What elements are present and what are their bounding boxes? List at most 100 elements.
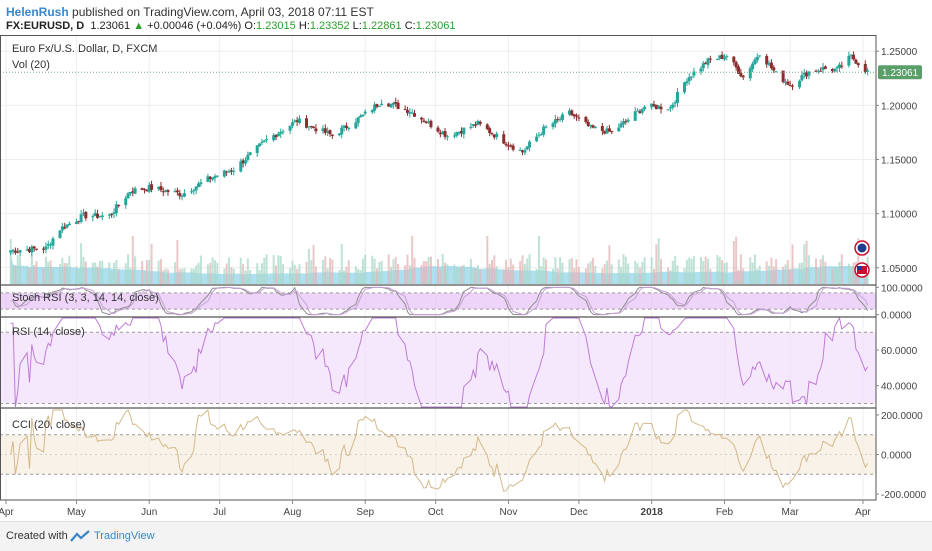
candle-body xyxy=(274,134,278,138)
symbol-label: FX:EURUSD, D xyxy=(6,20,85,32)
volume-bar xyxy=(420,264,423,284)
volume-bar xyxy=(408,265,411,284)
candle-body xyxy=(276,133,280,137)
candle-body xyxy=(840,65,844,67)
volume-bar xyxy=(589,261,592,284)
candle-body xyxy=(65,224,69,228)
volume-bar xyxy=(486,236,489,284)
candle-body xyxy=(521,150,525,153)
last-price: 1.23061 xyxy=(90,20,131,32)
x-tick-label: Feb xyxy=(716,507,734,518)
volume-bar xyxy=(584,268,587,284)
volume-bar xyxy=(429,256,432,284)
volume-bar xyxy=(493,255,496,284)
candle-body xyxy=(800,75,804,81)
up-arrow-icon: ▲ xyxy=(133,20,145,32)
candle-body xyxy=(652,104,656,106)
volume-bar xyxy=(108,262,111,284)
candle-body xyxy=(758,55,762,57)
rsi-panel xyxy=(0,316,876,408)
candle-body xyxy=(323,128,327,133)
volume-bar xyxy=(683,268,686,284)
y-tick-label: 60.0000 xyxy=(881,346,918,357)
time-scale[interactable]: Apr May Jun Jul Aug Sep Oct Nov Dec 2018 Feb Mar Apr xyxy=(0,500,871,518)
volume-bar xyxy=(213,260,216,284)
volume-bar xyxy=(815,258,817,284)
volume-bar xyxy=(507,267,510,284)
volume-bar xyxy=(685,259,688,284)
candle-body xyxy=(396,102,400,110)
candle-body xyxy=(128,191,132,194)
volume-bar xyxy=(343,270,346,284)
candle-body xyxy=(443,131,447,137)
candle-body xyxy=(262,140,266,142)
candle-body xyxy=(93,212,97,216)
volume-bar xyxy=(718,256,721,284)
candle-body xyxy=(49,244,53,246)
candle-body xyxy=(474,124,478,126)
candle-body xyxy=(408,112,412,114)
candle-body xyxy=(112,212,116,214)
volume-bar xyxy=(35,261,38,284)
volume-bar xyxy=(277,255,280,284)
volume-bar xyxy=(127,254,130,284)
volume-bar xyxy=(688,257,691,284)
volume-bar xyxy=(91,262,94,284)
volume-bar xyxy=(12,265,15,284)
volume-bar xyxy=(228,257,231,284)
volume-bar xyxy=(260,263,263,284)
candle-body xyxy=(438,132,442,135)
indicator-line xyxy=(10,316,869,408)
candle-body xyxy=(459,131,463,134)
volume-bar xyxy=(800,262,803,284)
candle-body xyxy=(518,149,522,151)
candle-body xyxy=(852,54,856,60)
candle-body xyxy=(783,81,787,83)
volume-bar xyxy=(16,255,19,284)
volume-bar xyxy=(742,268,745,284)
candle-body xyxy=(140,188,144,190)
candle-body xyxy=(506,145,510,147)
tradingview-brand-link[interactable]: TradingView xyxy=(94,530,155,542)
volume-bar xyxy=(178,269,181,284)
candle-body xyxy=(490,133,494,135)
volume-bar xyxy=(577,267,580,284)
candle-body xyxy=(243,160,247,164)
volume-bar xyxy=(392,259,395,284)
last-price-tag-text: 1.23061 xyxy=(882,68,919,79)
economic-event-flags[interactable] xyxy=(854,240,870,278)
candle-body xyxy=(363,111,367,114)
volume-bar xyxy=(491,259,493,284)
volume-bar xyxy=(570,258,573,284)
volume-bar xyxy=(354,266,357,284)
main-chart-title: Euro Fx/U.S. Dollar, D, FXCM xyxy=(12,43,157,55)
candle-body xyxy=(309,125,313,127)
candle-body xyxy=(422,120,426,122)
volume-bar xyxy=(469,259,472,284)
volume-bar xyxy=(479,269,482,284)
price-scale[interactable]: 1.25000 1.20000 1.15000 1.10000 1.05000 100.0… xyxy=(876,47,926,501)
volume-bar xyxy=(655,244,658,284)
volume-bar xyxy=(289,267,292,284)
candle-body xyxy=(420,117,424,120)
candle-body xyxy=(42,248,46,250)
volume-bar xyxy=(535,268,538,284)
candle-body xyxy=(544,126,548,128)
candle-body xyxy=(769,62,773,69)
candle-body xyxy=(511,145,515,150)
volume-bar xyxy=(751,262,754,284)
candle-body xyxy=(340,127,344,135)
volume-bar xyxy=(650,257,653,284)
author-name[interactable]: HelenRush xyxy=(6,5,69,19)
volume-bar xyxy=(758,265,761,284)
volume-bar xyxy=(174,262,177,284)
volume-bar xyxy=(275,265,277,284)
candle-body xyxy=(110,214,114,216)
volume-bar xyxy=(373,258,376,284)
candle-body xyxy=(211,177,215,180)
x-tick-label: Sep xyxy=(356,507,374,518)
candle-body xyxy=(373,104,377,111)
volume-bar xyxy=(68,255,71,284)
y-tick-label: 40.0000 xyxy=(881,382,918,393)
chart-area[interactable]: 1.25000 1.20000 1.15000 1.10000 1.05000 100.0… xyxy=(0,35,932,521)
